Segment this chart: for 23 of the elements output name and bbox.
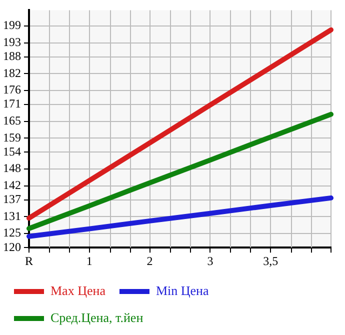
x-tick-label: 1 [86,254,92,268]
y-tick-label: 137 [3,192,21,206]
y-tick-label: 125 [3,226,21,240]
y-tick-label: 148 [3,161,21,176]
x-tick-label: 3,5 [263,254,278,268]
y-tick-label: 171 [3,96,21,111]
y-tick-label: 176 [3,82,21,97]
y-tick-label: 142 [3,178,21,192]
x-tick-label: R [24,254,34,268]
legend-label: Max Цена [50,282,106,298]
y-tick-label: 131 [3,208,21,223]
y-tick-label: 165 [3,113,21,128]
y-tick-label: 193 [3,34,21,49]
y-tick-label: 188 [3,48,21,63]
y-tick-label: 199 [3,18,21,32]
legend-label: Min Цена [156,282,209,298]
y-tick-label: 159 [3,130,21,144]
x-tick-label: 3 [207,254,214,268]
y-tick-label: 120 [3,240,21,254]
legend-label: Сред.Цена, т.йен [50,310,144,325]
y-tick-label: 154 [3,144,21,158]
x-tick-label: 2 [146,254,153,268]
y-tick-label: 182 [3,66,21,80]
